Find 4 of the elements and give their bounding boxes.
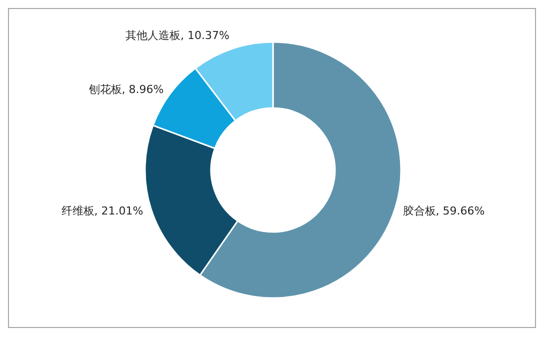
slice-label: 胶合板, 59.66% [402,204,485,218]
slice-label: 纤维板, 21.01% [61,204,144,218]
slice-label: 其他人造板, 10.37% [126,29,230,42]
slice-label: 刨花板, 8.96% [88,83,164,96]
